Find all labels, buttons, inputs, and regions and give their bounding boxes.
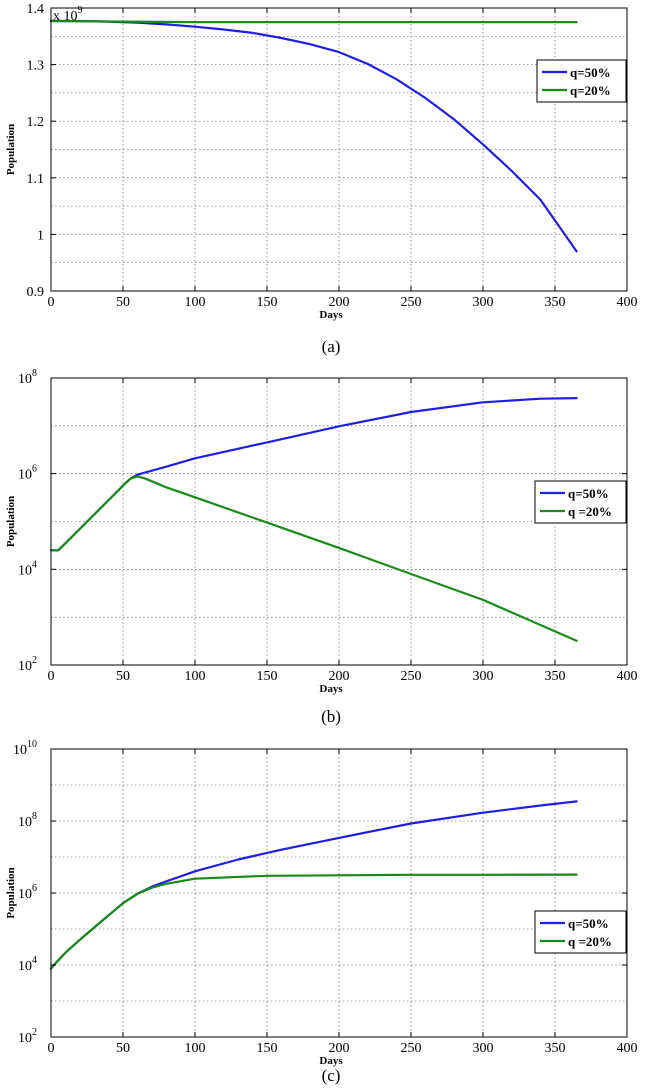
x-tick-label: 250 [401,669,422,684]
y-tick-label: 1.3 [27,59,45,74]
x-tick-label: 400 [617,295,638,310]
y-tick-label: 108 [18,811,37,830]
legend-box [534,910,627,954]
x-tick-label: 350 [545,1041,566,1056]
y-tick-label: 106 [18,883,37,902]
x-tick-label: 250 [401,1041,422,1056]
legend-label-2: q =20% [568,504,612,519]
x-tick-label: 100 [185,295,206,310]
legend-box [534,480,627,524]
x-tick-label: 300 [473,669,494,684]
y-tick-label: 102 [18,655,37,674]
y-tick-label: 106 [18,464,37,483]
y-tick-label: 1 [37,228,44,243]
x-tick-label: 50 [116,295,130,310]
y-tick-label: 1.1 [27,172,45,187]
x-tick-label: 100 [185,669,206,684]
y-tick-label: 1010 [13,739,37,758]
x-tick-label: 50 [116,669,130,684]
y-multiplier-label: x 109 [53,5,83,24]
x-axis-label: Days [319,1055,343,1067]
x-tick-label: 250 [401,295,422,310]
x-tick-label: 200 [329,669,350,684]
x-tick-label: 0 [48,295,55,310]
legend: q=50% q=20% [536,59,627,103]
x-tick-label: 300 [473,1041,494,1056]
y-tick-label: 104 [18,559,37,578]
legend: q=50% q =20% [534,910,627,954]
y-tick-label: 108 [18,368,37,387]
panel-caption: (b) [321,707,341,726]
chart-panel-3: 0 50 100 150 200 250 300 350 400 102 104 106 108 1010… [5,739,638,1085]
legend-label-1: q=50% [568,486,609,501]
series-line-2 [49,19,578,24]
x-tick-label: 150 [257,669,278,684]
panel-caption: (c) [322,1066,341,1085]
x-tick-label: 300 [473,295,494,310]
x-tick-label: 400 [617,669,638,684]
y-tick-label: 0.9 [27,285,45,300]
x-axis-label: Days [319,683,343,695]
x-axis-label: Days [319,309,343,321]
x-tick-label: 150 [257,1041,278,1056]
legend-label-1: q=50% [570,65,611,80]
y-tick-label: 104 [18,955,37,974]
chart-panel-2: 0 50 100 150 200 250 300 350 400 102 104 106 108 Days… [5,368,638,726]
x-tick-label: 150 [257,295,278,310]
x-tick-label: 400 [617,1041,638,1056]
panel-caption: (a) [322,337,341,356]
x-tick-label: 200 [329,1041,350,1056]
y-axis-label: Population [5,496,17,547]
x-tick-label: 100 [185,1041,206,1056]
legend: q=50% q =20% [534,480,627,524]
y-tick-label: 1.4 [27,2,45,17]
legend-label-1: q=50% [568,916,609,931]
series-line-2 [49,475,578,642]
legend-label-2: q =20% [568,934,612,949]
legend-box [536,59,627,103]
chart-panel-1: 0 50 100 150 200 250 300 350 400 0.9 1 1.1 1.2 1.3 1.4… [5,2,638,356]
y-tick-label: 1.2 [27,115,45,130]
x-tick-label: 0 [48,1041,55,1056]
y-axis-label: Population [5,867,17,918]
x-tick-label: 200 [329,295,350,310]
x-tick-label: 350 [545,669,566,684]
y-tick-label: 102 [18,1027,37,1046]
x-tick-label: 50 [116,1041,130,1056]
x-tick-label: 0 [48,669,55,684]
y-axis-label: Population [5,124,17,175]
series-line-2 [49,873,578,970]
legend-label-2: q=20% [570,83,611,98]
x-tick-label: 350 [545,295,566,310]
